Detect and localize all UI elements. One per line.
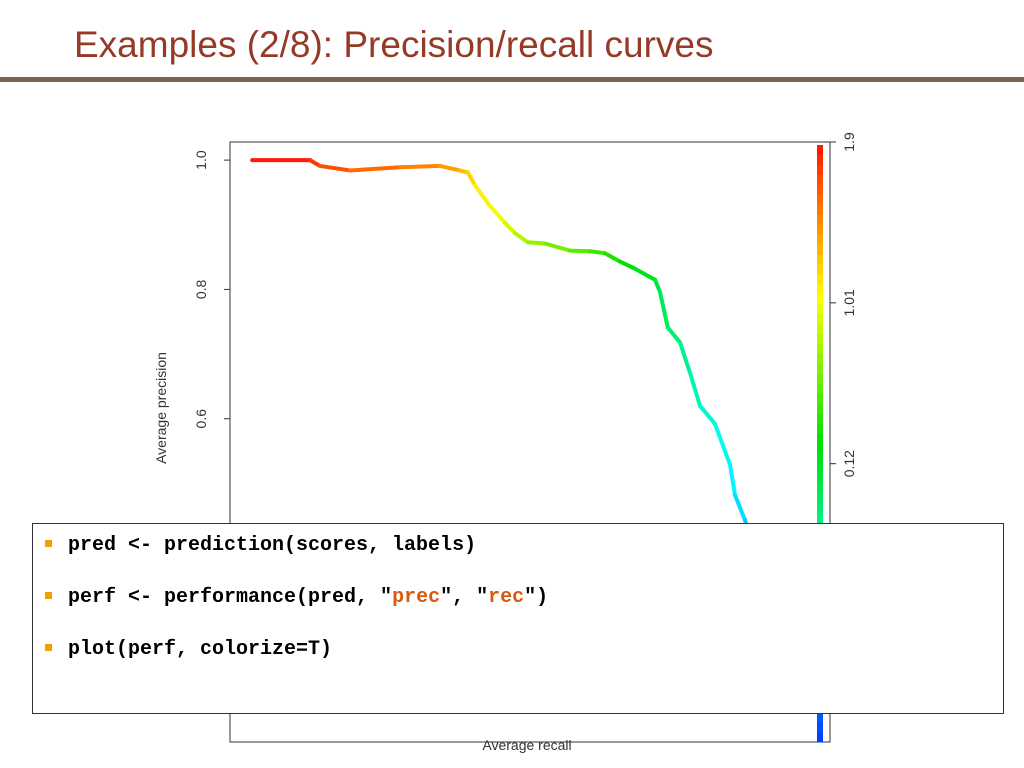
colorbar-segment [817,443,823,454]
code-text: ") [524,586,549,609]
code-text: prec [392,586,441,609]
code-box: pred <- prediction(scores, labels) perf <… [32,523,1004,714]
colorbar-segment [817,254,823,265]
colorbar-segment [817,214,823,226]
code-text: rec [488,586,525,609]
curve-segment [618,259,637,271]
y-tick-label: 0.8 [193,279,209,299]
code-line: perf <- performance(pred, "prec", "rec") [68,586,548,609]
curve-segment [658,290,670,330]
curve-segment [398,163,442,170]
curve-segment [653,277,662,294]
code-text: plot(perf, colorize=T) [68,638,333,661]
colorbar-segment [817,154,823,166]
code-text: perf <- performance(pred, " [68,586,393,609]
curve-segment [488,204,507,225]
colorbar-segment [817,304,823,315]
y-tick-label: 1.0 [193,150,209,170]
colorbar-segment [817,712,823,723]
colorbar-segment [817,234,823,245]
bullet [45,592,52,599]
y-tick-label: 0.6 [193,409,209,429]
code-text: ", " [440,586,489,609]
colorbar-segment [817,363,823,375]
curve-segment [588,249,607,256]
slide-title: Examples (2/8): Precision/recall curves [74,24,714,65]
colorbar-segment [817,334,823,345]
colorbar-segment [817,145,823,156]
colorbar-segment [817,503,823,514]
colorbar-segment [817,373,823,385]
colorbar-segment [817,722,823,733]
colorbar-segment [817,284,823,295]
bullet [45,540,52,547]
colorbar-segment [817,453,823,464]
colorbar-segment [817,413,823,425]
colorbar-segment [817,274,823,285]
colorbar-segment [817,493,823,504]
curve-segment [698,403,717,426]
colorbar-segment [817,353,823,365]
colorbar-segment [817,732,823,743]
y2-tick-label: 0.12 [841,450,857,477]
curve-segment [733,493,747,523]
colorbar-segment [817,174,823,186]
curve-segment [665,325,682,345]
code-line: plot(perf, colorize=T) [68,638,332,661]
code-text: pred <- prediction(scores, labels) [68,534,477,557]
code-line: pred <- prediction(scores, labels) [68,534,476,557]
colorbar-segment [817,383,823,395]
colorbar-segment [817,393,823,405]
y2-tick-label: 1.01 [841,289,857,316]
colorbar-segment [817,473,823,484]
curve-segment [543,241,572,253]
colorbar-segment [817,204,823,216]
colorbar-segment [817,483,823,494]
colorbar-segment [817,403,823,415]
y-axis-label: Average precision [153,352,169,464]
colorbar-segment [817,324,823,335]
bullet [45,644,52,651]
colorbar-segment [817,433,823,444]
title-rule [0,77,1024,82]
curve-segment [728,462,737,498]
colorbar-segment [817,184,823,196]
y2-tick-label: 1.9 [841,132,857,152]
curve-segment [513,231,530,245]
colorbar-segment [817,513,823,524]
curve-segment [348,165,402,173]
colorbar-segment [817,194,823,206]
curve-segment [465,170,477,188]
curve-segment [713,421,732,467]
curve-segment [678,340,692,375]
colorbar-segment [817,264,823,275]
colorbar-segment [817,244,823,255]
curve-segment [525,240,547,246]
colorbar-segment [817,314,823,325]
curve-segment [438,163,462,173]
x-axis-label: Average recall [482,737,571,753]
curve-segment [688,370,702,408]
curve-segment [568,248,592,254]
curve-segment [503,220,517,236]
colorbar-segment [817,164,823,176]
colorbar-segment [817,463,823,474]
plot-frame [229,141,831,743]
colorbar-segment [817,344,823,355]
curve-segment [318,163,352,173]
colorbar-segment [817,294,823,305]
colorbar-segment [817,423,823,435]
curve-segment [473,183,492,209]
curve-segment [603,251,622,264]
colorbar-segment [817,224,823,236]
curve-segment [633,266,657,282]
